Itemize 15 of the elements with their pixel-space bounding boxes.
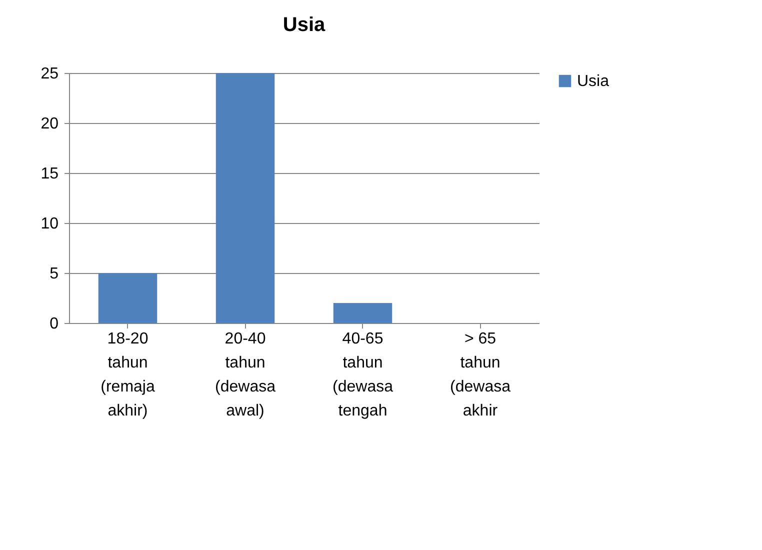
x-tick-label: 40-65 tahun (dewasa tengah bbox=[332, 330, 394, 420]
y-tick-label: 5 bbox=[50, 266, 59, 282]
bar bbox=[333, 303, 392, 323]
bar bbox=[216, 73, 275, 323]
bar bbox=[98, 273, 158, 323]
chart-title: Usia bbox=[282, 14, 326, 36]
legend-label: Usia bbox=[577, 73, 610, 90]
x-tick-label: 18-20 tahun (remaja akhir) bbox=[100, 330, 155, 420]
x-tick-label: 20-40 tahun (dewasa awal) bbox=[215, 330, 276, 420]
x-tick-label: > 65 tahun (dewasa akhir bbox=[450, 330, 511, 420]
y-tick-label: 20 bbox=[40, 116, 59, 132]
y-tick-label: 10 bbox=[40, 216, 59, 232]
y-tick-label: 0 bbox=[50, 316, 59, 332]
y-tick-label: 15 bbox=[40, 166, 59, 182]
y-tick-label: 25 bbox=[40, 66, 59, 82]
